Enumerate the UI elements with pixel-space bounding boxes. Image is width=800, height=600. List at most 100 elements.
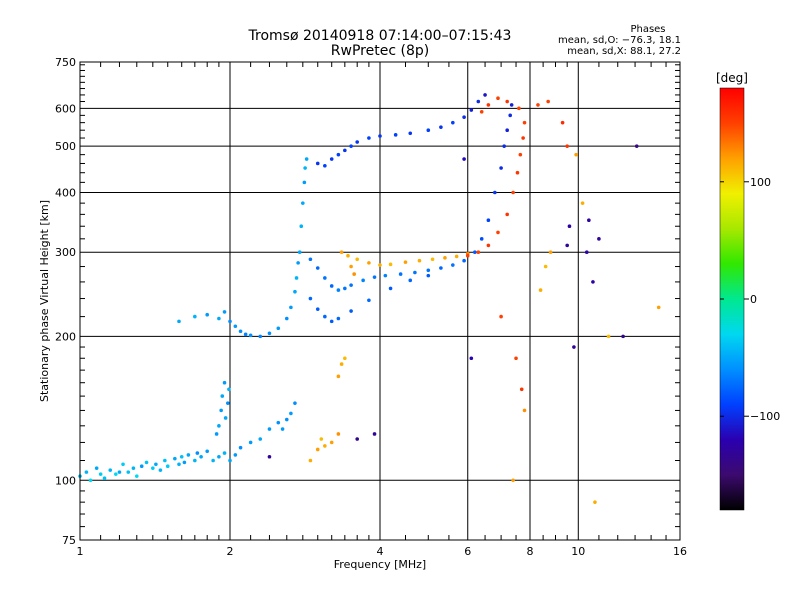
data-point xyxy=(238,445,243,450)
data-point xyxy=(217,316,221,321)
data-point xyxy=(621,334,625,339)
data-point xyxy=(329,284,334,288)
data-point xyxy=(222,380,227,385)
data-point xyxy=(267,427,272,431)
grid-layer xyxy=(80,62,680,540)
data-point xyxy=(243,332,248,337)
phase-box-x-line: mean, sd,X: 88.1, 27.2 xyxy=(567,46,681,57)
data-point xyxy=(606,334,611,339)
data-point xyxy=(426,273,431,278)
data-point xyxy=(319,437,324,441)
data-point xyxy=(88,478,93,483)
data-point xyxy=(408,131,413,136)
data-point xyxy=(294,276,299,280)
data-point xyxy=(565,243,569,248)
data-point xyxy=(361,278,365,283)
data-point xyxy=(329,319,334,324)
data-point xyxy=(308,296,313,301)
colorbar-label: [deg] xyxy=(716,71,748,85)
data-point xyxy=(479,110,484,114)
data-point xyxy=(538,288,543,292)
data-point xyxy=(439,266,443,270)
data-point xyxy=(476,250,481,255)
data-point xyxy=(217,454,221,459)
x-tick-label: 16 xyxy=(673,545,687,558)
data-point xyxy=(417,258,422,263)
data-point xyxy=(228,319,232,324)
data-point xyxy=(515,170,520,175)
data-point xyxy=(182,460,187,465)
data-point xyxy=(217,424,221,428)
data-point xyxy=(343,148,347,153)
data-point xyxy=(580,201,585,205)
data-point xyxy=(293,289,297,294)
data-point xyxy=(289,411,293,416)
data-point xyxy=(303,166,307,170)
data-point xyxy=(336,152,341,157)
data-point xyxy=(214,432,219,436)
data-point xyxy=(98,472,103,476)
data-point xyxy=(567,224,572,229)
data-point xyxy=(238,329,243,334)
data-point xyxy=(177,462,181,467)
data-point xyxy=(193,314,197,319)
data-point xyxy=(315,447,320,452)
data-point xyxy=(114,472,118,476)
data-point xyxy=(462,115,466,119)
y-tick-label: 600 xyxy=(55,102,76,115)
x-tick-label: 10 xyxy=(571,545,585,558)
data-point xyxy=(248,440,253,445)
data-point xyxy=(339,362,344,366)
data-point xyxy=(302,180,307,185)
colorbar-tick-label: 100 xyxy=(750,176,771,189)
data-point xyxy=(228,458,232,463)
data-point xyxy=(177,319,181,324)
data-point xyxy=(499,314,503,319)
data-point xyxy=(315,307,320,311)
data-point xyxy=(565,144,569,148)
data-point xyxy=(462,258,466,263)
data-point xyxy=(355,257,359,262)
data-point xyxy=(349,309,353,313)
data-point xyxy=(634,144,639,148)
data-point xyxy=(297,250,302,255)
data-point xyxy=(199,454,203,459)
data-point xyxy=(323,276,327,280)
y-tick-label: 300 xyxy=(55,246,76,259)
data-point xyxy=(329,157,334,161)
data-point xyxy=(336,374,341,379)
phase-box-o-line: mean, sd,O: −76.3, 18.1 xyxy=(558,35,681,46)
data-point xyxy=(430,257,435,262)
data-point xyxy=(349,264,353,269)
data-point xyxy=(469,356,474,361)
data-point xyxy=(179,454,184,459)
data-point xyxy=(131,466,136,470)
data-point xyxy=(315,161,320,166)
data-point xyxy=(205,312,209,317)
data-point xyxy=(451,263,455,267)
data-point xyxy=(117,470,122,474)
data-point xyxy=(522,408,527,413)
data-point xyxy=(574,152,578,157)
data-point xyxy=(258,437,263,441)
data-point xyxy=(496,96,500,100)
data-point xyxy=(591,280,595,284)
data-point xyxy=(383,273,388,278)
data-point xyxy=(173,456,177,461)
data-point xyxy=(511,190,515,195)
data-point xyxy=(443,256,447,260)
data-point xyxy=(289,305,293,310)
data-point xyxy=(296,261,300,265)
data-point xyxy=(151,466,155,470)
data-point xyxy=(222,451,227,455)
data-point xyxy=(336,316,341,321)
data-point xyxy=(511,478,515,483)
data-point xyxy=(222,310,227,314)
data-point xyxy=(258,334,263,339)
data-point xyxy=(267,454,272,459)
data-point xyxy=(439,125,443,129)
data-point xyxy=(219,408,223,413)
data-point xyxy=(479,237,484,241)
